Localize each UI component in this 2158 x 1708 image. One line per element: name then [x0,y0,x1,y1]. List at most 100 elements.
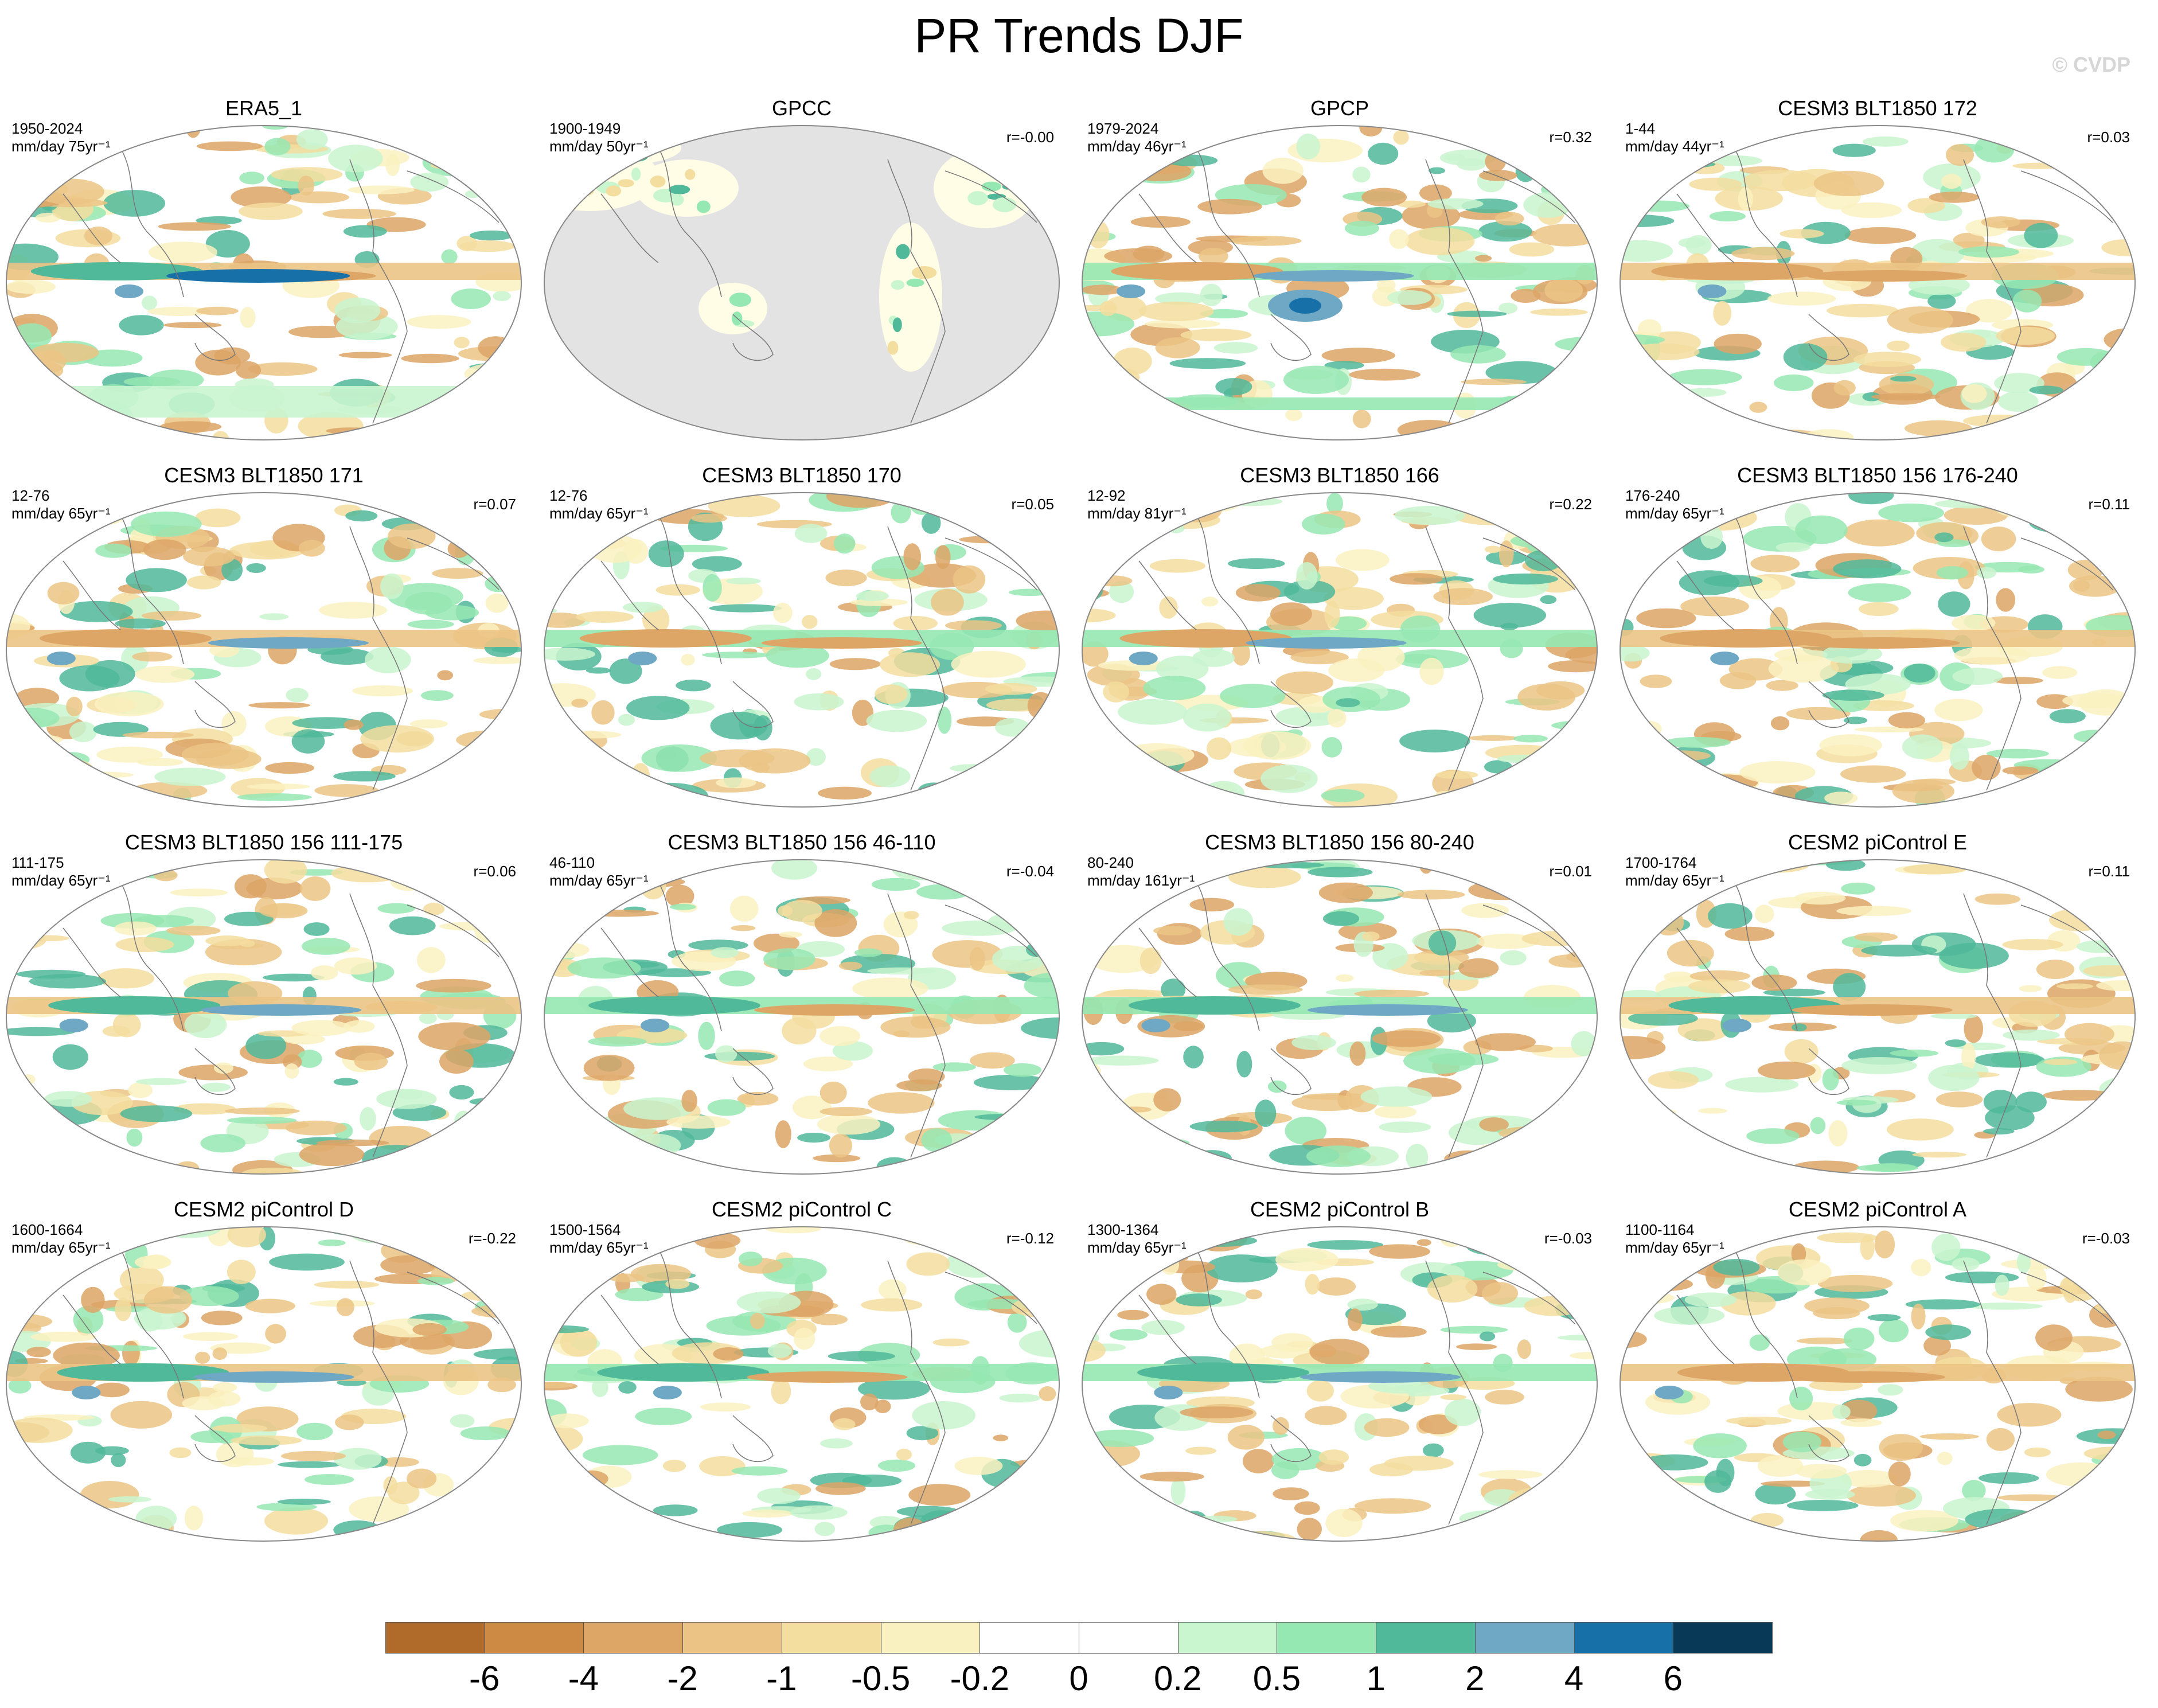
panel-r-value: r=0.06 [473,863,516,880]
panel-r-value: r=0.11 [2088,496,2130,513]
panel-title: CESM2 piControl C [711,1198,892,1221]
trend-map [1620,492,2136,808]
colorbar-box [385,1622,485,1654]
panel-units: mm/day 65yr⁻¹ [11,505,111,522]
panel-units: mm/day 65yr⁻¹ [1087,1239,1187,1256]
map-panel: CESM3 BLT1850 170 12-76 mm/day 65yr⁻¹ r=0.0… [538,463,1066,808]
panel-period: 12-76 [549,487,588,504]
trend-map [6,125,522,440]
colorbar-tick-label: 4 [1564,1659,1584,1698]
panel-title: GPCP [1310,96,1369,120]
map-panel: CESM3 BLT1850 166 12-92 mm/day 81yr⁻¹ r=0.2… [1076,463,1603,808]
colorbar-tick-label: 1 [1366,1659,1386,1698]
map-panel: CESM2 piControl B 1300-1364 mm/day 65yr⁻¹ r… [1076,1198,1603,1542]
panel-r-value: r=0.11 [2088,863,2130,880]
map-panel: CESM2 piControl A 1100-1164 mm/day 65yr⁻¹ r… [1614,1198,2141,1542]
panel-r-value: r=0.32 [1549,128,1592,146]
map-panel: CESM3 BLT1850 171 12-76 mm/day 65yr⁻¹ r=0.0… [0,463,528,808]
map-panel: CESM2 piControl C 1500-1564 mm/day 65yr⁻¹ r… [538,1198,1066,1542]
panel-units: mm/day 65yr⁻¹ [1625,505,1724,522]
panel-units: mm/day 65yr⁻¹ [549,1239,649,1256]
trend-map [544,492,1060,808]
colorbar-tick-label: -0.2 [950,1659,1009,1698]
panel-units: mm/day 75yr⁻¹ [11,138,111,155]
panel-r-value: r=-0.12 [1006,1230,1054,1247]
trend-map [1620,859,2136,1175]
colorbar-tick-label: -4 [568,1659,599,1698]
colorbar-box [583,1622,684,1654]
panel-units: mm/day 65yr⁻¹ [1625,872,1724,889]
cvdp-watermark: © CVDP [2052,53,2130,76]
panel-r-value: r=-0.22 [468,1230,516,1247]
map-panel: CESM3 BLT1850 156 46-110 46-110 mm/day 65y… [538,830,1066,1175]
panel-units: mm/day 44yr⁻¹ [1625,138,1724,155]
trend-map [1082,125,1598,440]
panel-title: CESM3 BLT1850 170 [702,463,902,487]
panel-title: CESM3 BLT1850 172 [1778,96,1977,120]
colorbar-tick-label: 2 [1465,1659,1485,1698]
colorbar-box [1474,1622,1575,1654]
map-panel: ERA5_1 1950-2024 mm/day 75yr⁻¹ [0,96,528,440]
map-panel: CESM2 piControl E 1700-1764 mm/day 65yr⁻¹ r… [1614,830,2141,1175]
panel-units: mm/day 65yr⁻¹ [11,1239,111,1256]
panel-r-value: r=0.05 [1011,496,1054,513]
trend-map [544,125,1060,440]
panel-r-value: r=-0.00 [1006,128,1054,146]
panel-title: CESM3 BLT1850 156 176-240 [1737,463,2018,487]
panel-period: 12-92 [1087,487,1126,504]
panel-title: CESM3 BLT1850 166 [1240,463,1439,487]
trend-map [1082,492,1598,808]
panel-period: 176-240 [1625,487,1680,504]
colorbar-tick-label: 0 [1069,1659,1088,1698]
panel-units: mm/day 46yr⁻¹ [1087,138,1187,155]
trend-map [544,859,1060,1175]
colorbar-tick-label: -1 [766,1659,797,1698]
trend-map [544,1226,1060,1542]
panel-r-value: r=0.01 [1549,863,1592,880]
colorbar-box [1079,1622,1178,1654]
panel-title: CESM2 piControl D [173,1198,354,1221]
panel-units: mm/day 65yr⁻¹ [549,505,649,522]
trend-map [1620,1226,2136,1542]
panel-units: mm/day 81yr⁻¹ [1087,505,1187,522]
trend-map [6,492,522,808]
colorbar-tick-label: 6 [1663,1659,1683,1698]
panel-period: 1100-1164 [1625,1221,1695,1238]
panel-r-value: r=-0.04 [1006,863,1054,880]
panel-period: 1600-1664 [11,1221,83,1238]
panel-title: CESM3 BLT1850 156 46-110 [668,830,936,854]
trend-map [6,1226,522,1542]
colorbar [385,1622,1773,1654]
colorbar-tick-label: -6 [469,1659,500,1698]
panel-period: 80-240 [1087,854,1134,871]
colorbar-box [682,1622,782,1654]
panel-title: CESM3 BLT1850 171 [164,463,364,487]
panel-units: mm/day 161yr⁻¹ [1087,872,1195,889]
colorbar-box [484,1622,584,1654]
trend-map [1620,125,2136,440]
panel-units: mm/day 65yr⁻¹ [1625,1239,1724,1256]
panel-units: mm/day 65yr⁻¹ [549,872,649,889]
panel-r-value: r=0.03 [2087,128,2130,146]
panel-units: mm/day 50yr⁻¹ [549,138,649,155]
map-panel: CESM3 BLT1850 156 111-175 111-175 mm/day 6… [0,830,528,1175]
panel-period: 46-110 [549,854,595,871]
map-panel: GPCC 1900-1949 mm/day 50yr⁻¹ r=-0.00 [538,96,1066,440]
colorbar-box [1673,1622,1773,1654]
panel-r-value: r=0.22 [1549,496,1592,513]
colorbar-box [781,1622,881,1654]
colorbar-tick-label: -2 [667,1659,698,1698]
panel-period: 1-44 [1625,120,1656,137]
panel-r-value: r=-0.03 [1544,1230,1592,1247]
panel-units: mm/day 65yr⁻¹ [11,872,111,889]
panel-period: 1500-1564 [549,1221,621,1238]
colorbar-box [980,1622,1079,1654]
panel-period: 12-76 [11,487,50,504]
panel-r-value: r=-0.03 [2082,1230,2130,1247]
map-panel: CESM3 BLT1850 156 176-240 176-240 mm/day 6… [1614,463,2141,808]
colorbar-box [1376,1622,1476,1654]
colorbar-tick-label: 0.5 [1252,1659,1301,1698]
panel-title: CESM3 BLT1850 156 80-240 [1205,830,1474,854]
panel-title: CESM2 piControl B [1250,1198,1430,1221]
colorbar-box [1277,1622,1377,1654]
